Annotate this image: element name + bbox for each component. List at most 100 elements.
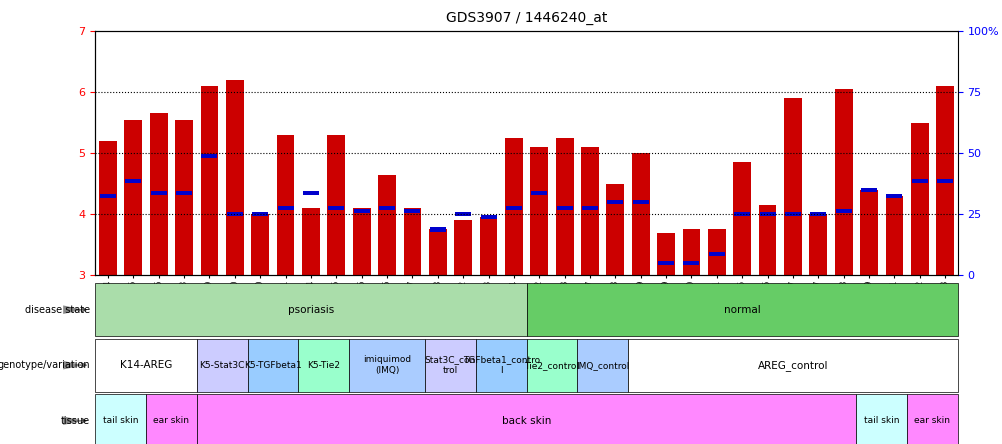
Text: IMQ_control: IMQ_control — [575, 361, 628, 370]
Text: psoriasis: psoriasis — [288, 305, 334, 315]
Bar — [505, 206, 521, 210]
Text: TGFbeta1_contro
l: TGFbeta1_contro l — [462, 356, 539, 375]
Text: K5-Stat3C: K5-Stat3C — [199, 361, 244, 370]
Bar — [861, 188, 876, 192]
Bar — [277, 135, 295, 275]
Bar — [225, 80, 243, 275]
Bar — [682, 261, 698, 265]
Text: imiquimod
(IMQ): imiquimod (IMQ) — [363, 356, 411, 375]
Bar — [125, 178, 141, 183]
Bar — [627, 338, 957, 392]
Bar — [298, 338, 349, 392]
Bar — [455, 212, 471, 216]
Bar — [403, 208, 421, 275]
Bar — [784, 98, 801, 275]
Text: ear skin: ear skin — [914, 416, 950, 425]
Bar — [124, 119, 142, 275]
Bar — [606, 184, 623, 275]
Bar — [327, 135, 345, 275]
Bar — [860, 190, 877, 275]
Bar — [475, 338, 526, 392]
Bar — [479, 217, 497, 275]
Text: tissue: tissue — [61, 416, 90, 426]
Text: tail skin: tail skin — [103, 416, 138, 425]
Text: Stat3C_con
trol: Stat3C_con trol — [425, 356, 476, 375]
Bar — [708, 252, 724, 256]
Bar — [758, 205, 776, 275]
Bar — [631, 153, 649, 275]
Bar — [682, 230, 699, 275]
Bar — [354, 209, 370, 213]
Bar — [100, 194, 116, 198]
Bar — [530, 147, 548, 275]
Bar — [885, 196, 903, 275]
Bar — [278, 206, 294, 210]
Text: normal: normal — [723, 305, 760, 315]
Bar — [810, 212, 826, 216]
Bar — [809, 214, 827, 275]
Bar — [196, 338, 247, 392]
Text: disease state: disease state — [25, 305, 90, 315]
Text: GDS3907 / 1446240_at: GDS3907 / 1446240_at — [446, 11, 606, 25]
Bar — [785, 212, 801, 216]
Bar — [176, 191, 191, 195]
Bar — [99, 141, 117, 275]
Bar — [430, 227, 445, 232]
Bar — [149, 114, 167, 275]
Bar — [404, 209, 420, 213]
Bar — [936, 178, 952, 183]
Bar — [732, 163, 750, 275]
Text: back skin: back skin — [501, 416, 551, 426]
Bar — [379, 206, 395, 210]
Bar — [936, 86, 953, 275]
Bar — [425, 338, 475, 392]
Bar — [302, 208, 320, 275]
Text: K14-AREG: K14-AREG — [119, 360, 172, 370]
Bar — [252, 212, 268, 216]
Polygon shape — [63, 416, 83, 425]
Bar — [580, 147, 598, 275]
Bar — [856, 394, 906, 444]
Bar — [480, 215, 496, 219]
Bar — [252, 214, 269, 275]
Text: tail skin: tail skin — [863, 416, 899, 425]
Bar — [200, 86, 218, 275]
Bar — [835, 209, 851, 213]
Polygon shape — [63, 361, 83, 369]
Bar — [429, 230, 446, 275]
Text: Tie2_control: Tie2_control — [524, 361, 579, 370]
Text: AREG_control: AREG_control — [757, 360, 828, 371]
Bar — [886, 194, 902, 198]
Bar — [95, 394, 146, 444]
Bar — [556, 206, 572, 210]
Bar — [911, 178, 927, 183]
Bar — [632, 200, 648, 204]
Bar — [95, 338, 196, 392]
Bar — [303, 191, 319, 195]
Bar — [349, 338, 425, 392]
Bar — [906, 394, 957, 444]
Bar — [454, 220, 472, 275]
Bar — [733, 212, 749, 216]
Bar — [581, 206, 597, 210]
Text: ear skin: ear skin — [153, 416, 189, 425]
Polygon shape — [63, 305, 83, 314]
Bar — [146, 394, 196, 444]
Bar — [656, 233, 674, 275]
Text: K5-TGFbeta1: K5-TGFbeta1 — [243, 361, 302, 370]
Bar — [247, 338, 298, 392]
Text: K5-Tie2: K5-Tie2 — [307, 361, 340, 370]
Bar — [834, 89, 852, 275]
Text: genotype/variation: genotype/variation — [0, 360, 90, 370]
Bar — [607, 200, 622, 204]
Bar — [175, 119, 192, 275]
Bar — [201, 154, 217, 159]
Bar — [759, 212, 775, 216]
Bar — [910, 123, 928, 275]
Bar — [378, 174, 396, 275]
Bar — [505, 138, 522, 275]
Bar — [657, 261, 673, 265]
Bar — [353, 208, 370, 275]
Bar — [531, 191, 547, 195]
Bar — [95, 283, 526, 337]
